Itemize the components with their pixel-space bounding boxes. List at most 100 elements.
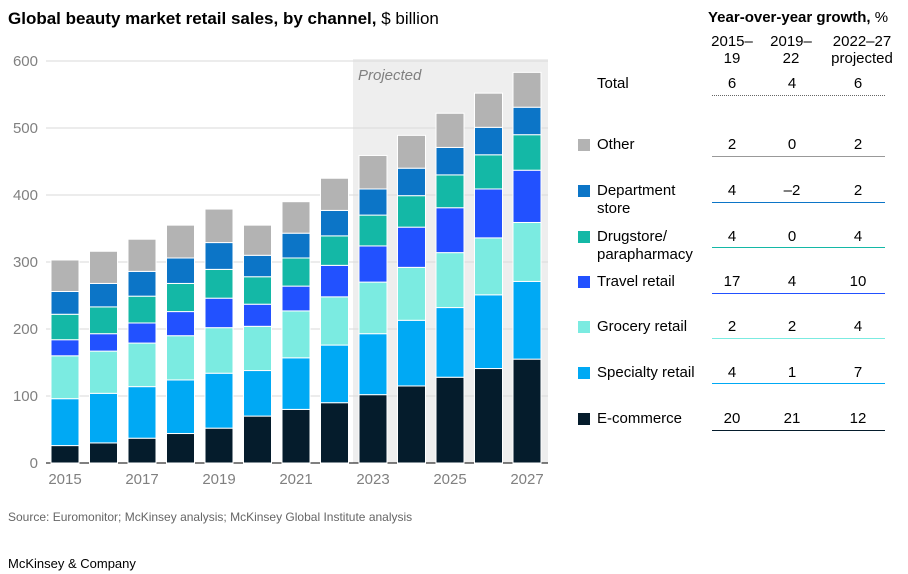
bar-segment-drugstore-parapharmacy: [50, 313, 80, 341]
bar-segment-e-commerce: [320, 402, 349, 464]
x-tick-label: 2017: [125, 471, 158, 488]
bar-segment-specialty-retail: [358, 333, 388, 396]
bar-segment-other: [127, 238, 157, 272]
legend-swatch-e-commerce: [578, 413, 590, 425]
bar-segment-e-commerce: [89, 442, 118, 464]
bar-segment-travel-retail: [204, 297, 234, 329]
bar-segment-specialty-retail: [127, 386, 157, 439]
growth-value: 4: [853, 318, 863, 335]
brand-logo-text: McKinsey & Company: [8, 556, 136, 571]
growth-value: 0: [787, 228, 797, 245]
growth-value: 12: [849, 410, 867, 427]
bar-segment-grocery-retail: [243, 325, 272, 372]
y-tick-label: 500: [13, 120, 38, 137]
growth-column-header-line: 2022–27: [832, 33, 892, 50]
bar-segment-drugstore-parapharmacy: [281, 257, 311, 287]
bar-segment-specialty-retail: [204, 372, 234, 429]
bar-segment-other: [89, 250, 118, 284]
growth-column-header-line: projected: [831, 50, 893, 67]
growth-row-label-specialty-retail: Specialty retail: [597, 364, 695, 381]
legend-swatch-other: [578, 139, 590, 151]
bar-segment-department-store: [435, 146, 465, 176]
bar-segment-other: [166, 224, 195, 259]
bar-segment-drugstore-parapharmacy: [397, 195, 426, 228]
bar-segment-department-store: [89, 282, 118, 308]
growth-value: 4: [727, 182, 737, 199]
growth-value: 21: [783, 410, 801, 427]
growth-value: 4: [787, 75, 797, 92]
bar-segment-drugstore-parapharmacy: [243, 276, 272, 305]
growth-value: 6: [853, 75, 863, 92]
growth-value: 4: [727, 228, 737, 245]
bar-segment-other: [512, 71, 542, 108]
growth-value: 4: [727, 364, 737, 381]
bar-segment-department-store: [474, 126, 503, 156]
growth-row-rule: [712, 338, 885, 339]
legend-swatch-grocery-retail: [578, 321, 590, 333]
growth-column-header-line: 19: [723, 50, 741, 67]
bar-segment-travel-retail: [243, 303, 272, 327]
legend-swatch-travel-retail: [578, 276, 590, 288]
bar-segment-specialty-retail: [281, 357, 311, 410]
growth-column-header-line: 2015–: [711, 33, 753, 50]
bar-segment-grocery-retail: [512, 221, 542, 282]
y-tick-label: 400: [13, 187, 38, 204]
bar-segment-travel-retail: [166, 311, 195, 337]
bar-segment-department-store: [281, 232, 311, 259]
bar-segment-e-commerce: [166, 433, 195, 464]
growth-value: 2: [727, 318, 737, 335]
bar-segment-drugstore-parapharmacy: [127, 295, 157, 324]
bar-segment-grocery-retail: [281, 310, 311, 359]
bar-segment-department-store: [204, 242, 234, 270]
legend-swatch-specialty-retail: [578, 367, 590, 379]
growth-row-label-travel-retail: Travel retail: [597, 273, 675, 290]
bar-segment-e-commerce: [204, 427, 234, 464]
growth-row-rule: [712, 383, 885, 384]
bar-segment-travel-retail: [474, 188, 503, 239]
bar-segment-e-commerce: [127, 437, 157, 464]
bar-segment-travel-retail: [358, 245, 388, 283]
x-tick-label: 2019: [202, 471, 235, 488]
chart-title-main: Global beauty market retail sales, by ch…: [8, 9, 377, 28]
bar-segment-specialty-retail: [320, 344, 349, 404]
bar-segment-other: [435, 112, 465, 148]
bar-segment-drugstore-parapharmacy: [320, 235, 349, 266]
bar-segment-other: [50, 259, 80, 292]
bar-segment-e-commerce: [474, 368, 503, 464]
projected-label: Projected: [358, 67, 422, 84]
bar-segment-department-store: [358, 188, 388, 216]
bar-segment-e-commerce: [50, 445, 80, 464]
bar-segment-grocery-retail: [397, 266, 426, 321]
growth-row-rule: [712, 247, 885, 248]
growth-value: –2: [783, 182, 801, 199]
bar-segment-specialty-retail: [50, 398, 80, 447]
bar-segment-drugstore-parapharmacy: [204, 268, 234, 299]
growth-column-header-line: 2019–: [770, 33, 812, 50]
growth-value: 10: [849, 273, 867, 290]
bar-segment-grocery-retail: [50, 355, 80, 400]
legend-swatch-department-store: [578, 185, 590, 197]
growth-column-header-1: 2015– 19: [703, 33, 761, 67]
bar-segment-grocery-retail: [358, 281, 388, 335]
bar-segment-other: [474, 92, 503, 128]
bar-segment-grocery-retail: [320, 296, 349, 346]
y-tick-label: 100: [13, 388, 38, 405]
bar-segment-e-commerce: [397, 385, 426, 464]
bar-segment-travel-retail: [320, 264, 349, 298]
growth-heading-unit: %: [874, 9, 889, 26]
bar-segment-grocery-retail: [435, 252, 465, 309]
bar-segment-e-commerce: [435, 376, 465, 464]
x-tick-label: 2015: [48, 471, 81, 488]
growth-column-header-3: 2022–27 projected: [823, 33, 901, 67]
bar-segment-travel-retail: [89, 333, 118, 352]
bar-segment-specialty-retail: [89, 392, 118, 444]
bar-segment-travel-retail: [50, 339, 80, 357]
bar-segment-travel-retail: [281, 285, 311, 312]
bar-segment-department-store: [127, 270, 157, 297]
bar-segment-department-store: [320, 209, 349, 237]
growth-value: 6: [727, 75, 737, 92]
growth-value: 7: [853, 364, 863, 381]
chart-title: Global beauty market retail sales, by ch…: [8, 9, 439, 29]
x-tick-label: 2023: [356, 471, 389, 488]
bar-segment-drugstore-parapharmacy: [512, 134, 542, 171]
